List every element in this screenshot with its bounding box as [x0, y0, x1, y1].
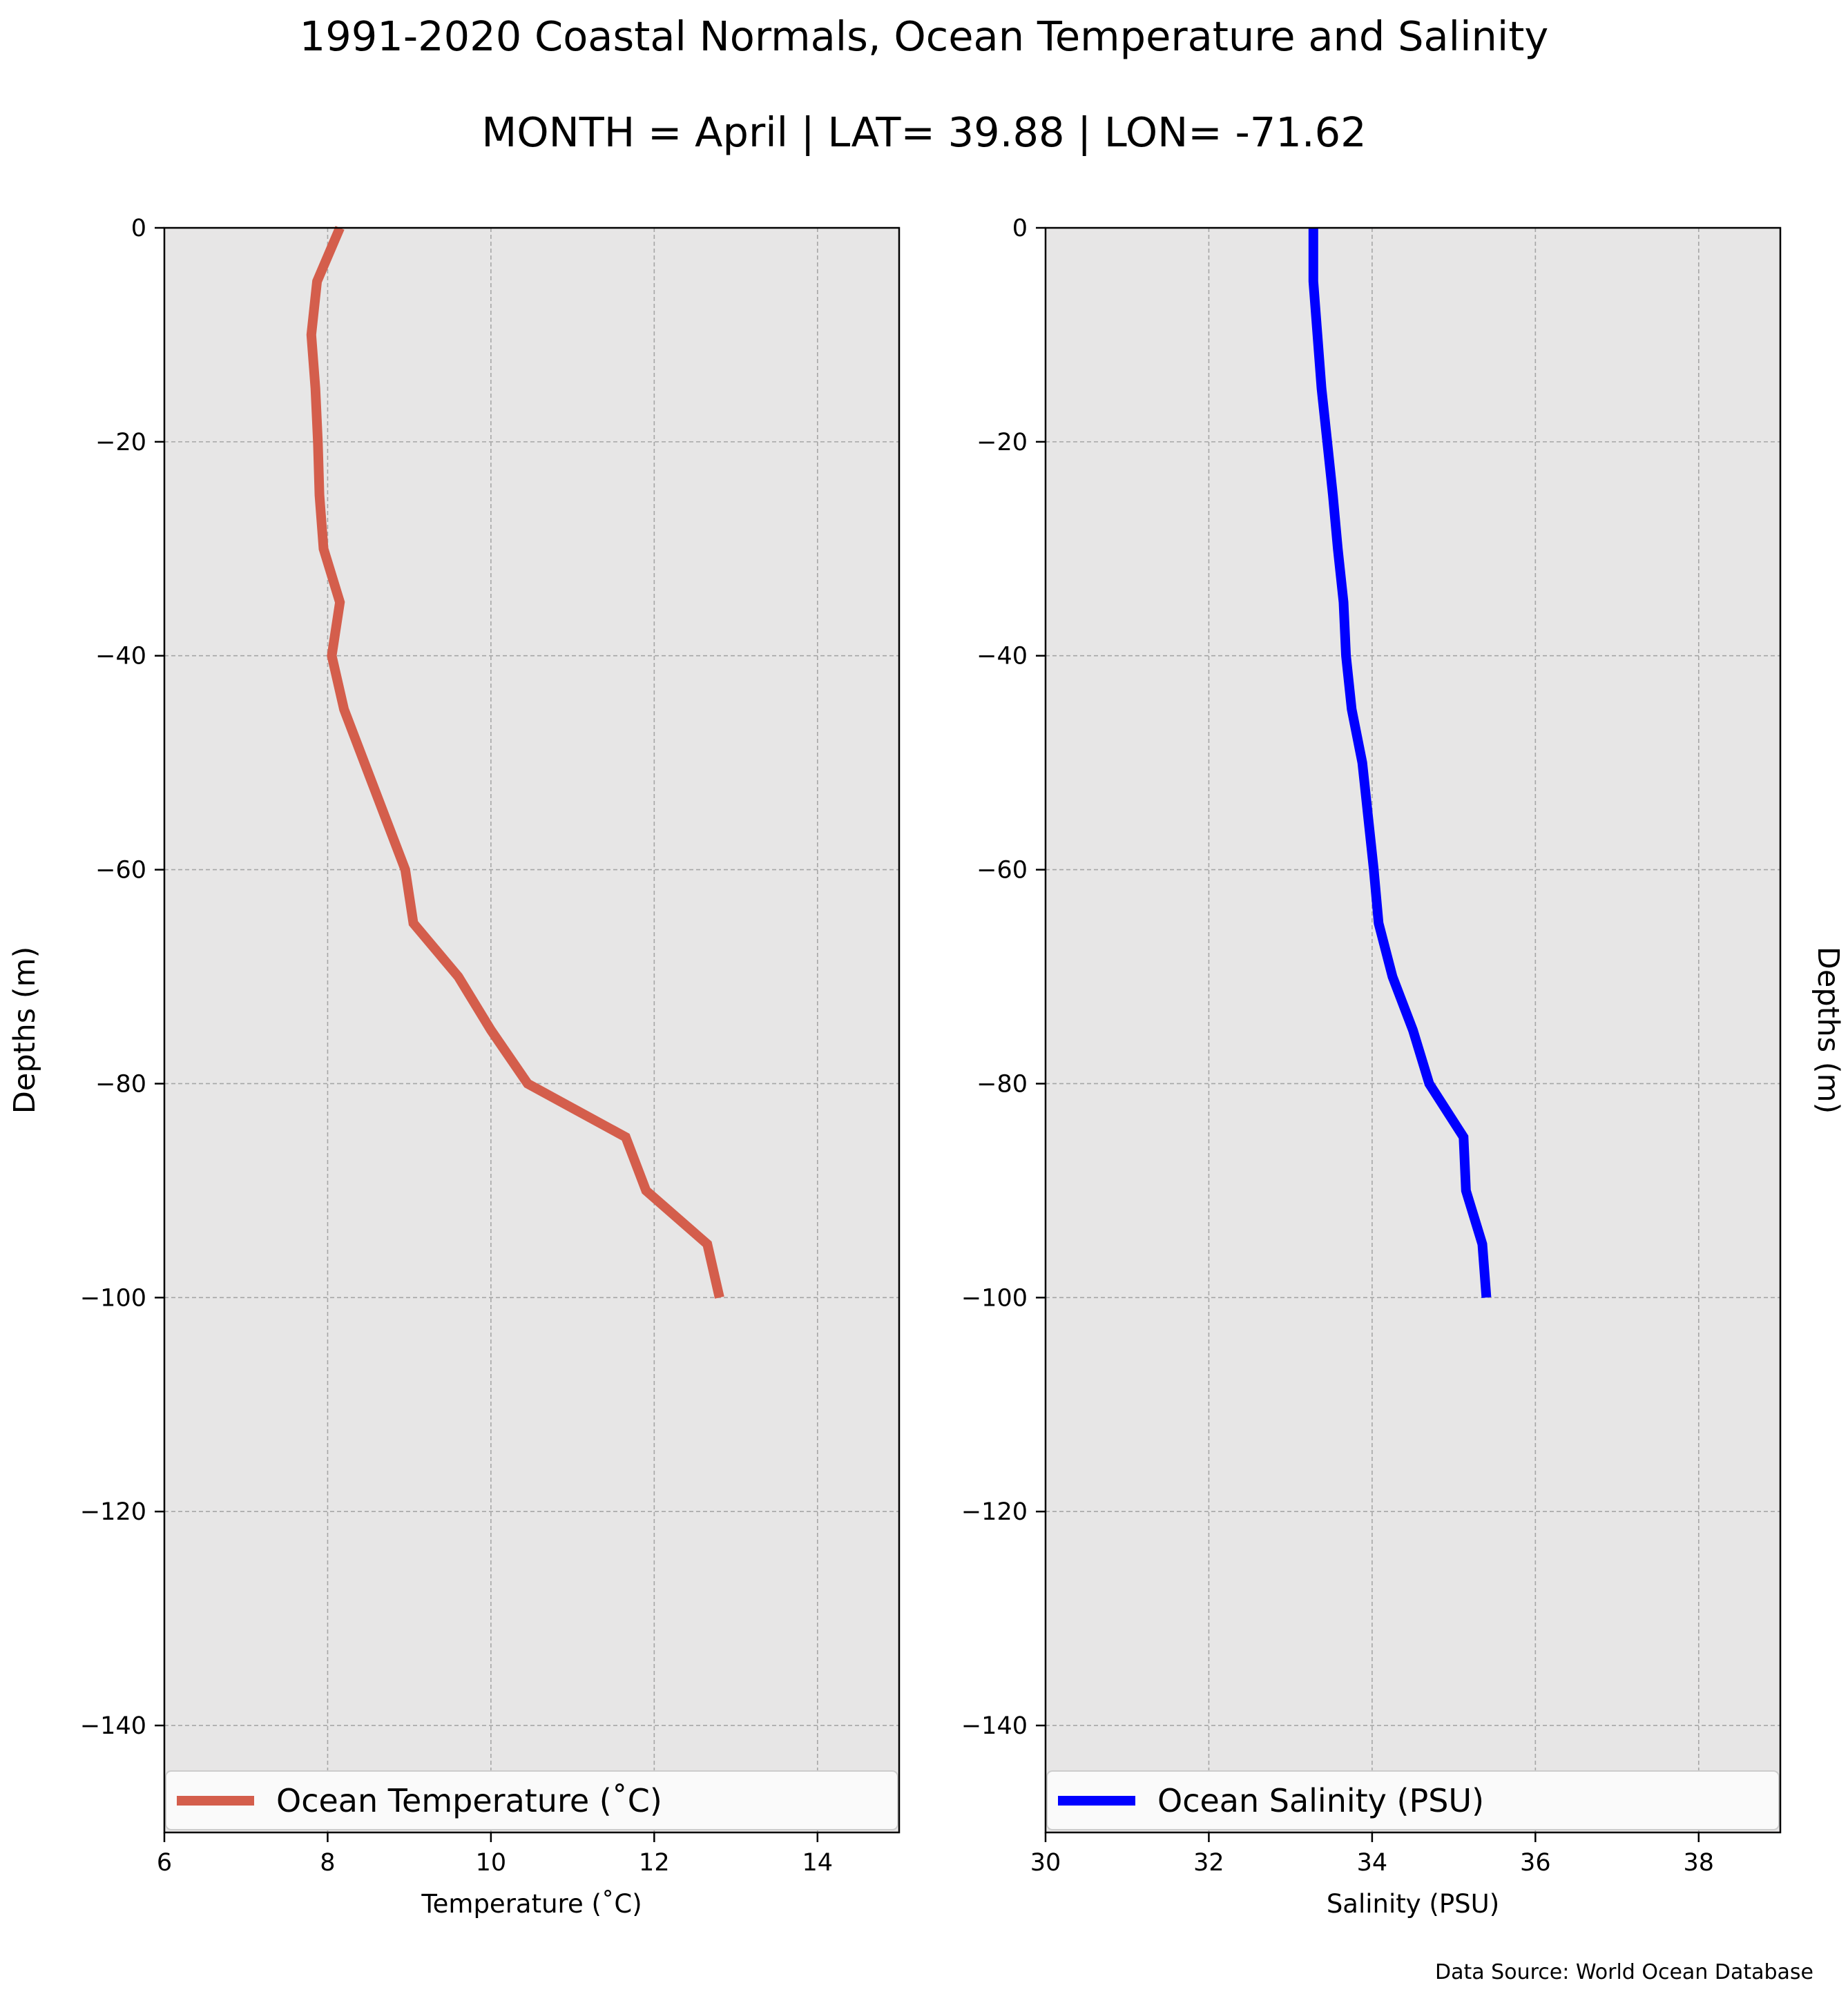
y-tick-label: −140 — [80, 1712, 146, 1740]
y-axis-label: Depths (m) — [1811, 947, 1845, 1114]
x-tick-label: 36 — [1520, 1849, 1551, 1877]
y-tick-label: −20 — [976, 429, 1028, 456]
legend: Ocean Salinity (PSU) — [1046, 1770, 1780, 1830]
chart-title: 1991-2020 Coastal Normals, Ocean Tempera… — [299, 12, 1549, 60]
x-tick-label: 34 — [1357, 1849, 1388, 1877]
y-tick-label: −100 — [80, 1284, 146, 1312]
y-tick-label: −120 — [961, 1498, 1028, 1526]
plot-frame — [1044, 226, 1782, 1834]
y-tick-label: −40 — [95, 643, 146, 670]
legend-label: Ocean Salinity (PSU) — [1157, 1782, 1484, 1819]
y-tick-label: −20 — [95, 429, 146, 456]
chart-panel-0: Ocean Temperature (˚C) 6 8 10 12 14 0 −20 −40 −60… — [8, 215, 901, 1919]
y-tick-label: 0 — [1012, 215, 1028, 242]
legend-box — [1046, 1770, 1780, 1830]
data-source-note: Data Source: World Ocean Database — [1435, 1960, 1813, 1984]
y-tick-label: −60 — [976, 857, 1028, 884]
x-tick-label: 14 — [802, 1849, 834, 1877]
legend-label: Ocean Temperature (˚C) — [276, 1782, 662, 1819]
series-line-0 — [306, 226, 724, 1299]
x-tick-label: 12 — [639, 1849, 670, 1877]
legend: Ocean Temperature (˚C) — [165, 1770, 898, 1830]
plot-background — [164, 228, 899, 1832]
chart-subtitle: MONTH = April | LAT= 39.88 | LON= -71.62 — [481, 108, 1367, 156]
y-axis-label: Depths (m) — [8, 947, 42, 1114]
x-axis-label: Salinity (PSU) — [1327, 1889, 1499, 1919]
y-tick-label: −80 — [95, 1070, 146, 1098]
series-line-0 — [1308, 228, 1492, 1298]
x-tick-label: 8 — [320, 1849, 335, 1877]
x-axis-label: Temperature (˚C) — [421, 1889, 642, 1919]
legend-box — [165, 1770, 898, 1830]
y-tick-label: −80 — [976, 1070, 1028, 1098]
x-tick-label: 30 — [1030, 1849, 1061, 1877]
x-tick-label: 32 — [1193, 1849, 1224, 1877]
y-tick-label: −40 — [976, 643, 1028, 670]
y-tick-label: −140 — [961, 1712, 1028, 1740]
y-tick-label: 0 — [131, 215, 146, 242]
plot-frame — [163, 226, 901, 1834]
y-tick-label: −60 — [95, 857, 146, 884]
x-tick-label: 6 — [157, 1849, 172, 1877]
y-tick-label: −100 — [961, 1284, 1028, 1312]
x-tick-label: 38 — [1684, 1849, 1715, 1877]
chart-panel-1: Ocean Salinity (PSU) 30 32 34 36 38 0 −20 −40 −60… — [961, 215, 1845, 1919]
y-tick-label: −120 — [80, 1498, 146, 1526]
x-tick-label: 10 — [476, 1849, 507, 1877]
